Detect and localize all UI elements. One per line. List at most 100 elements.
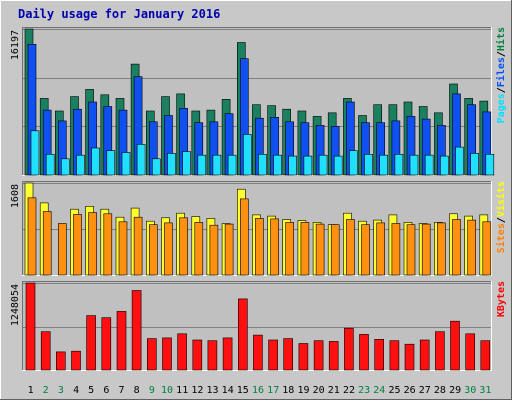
bar-pages-day-10	[167, 153, 176, 176]
bar-kbytes-day-21	[328, 341, 339, 371]
bar-pages-day-24	[379, 154, 389, 176]
x-tick-label: 17	[267, 385, 279, 396]
bar-sites-day-21	[330, 224, 340, 276]
x-tick-label: 22	[343, 385, 355, 396]
x-tick-label: 4	[73, 385, 79, 396]
legend-separator: /	[496, 217, 507, 223]
bar-kbytes-day-29	[450, 320, 460, 371]
legend-entry: Files	[495, 57, 507, 87]
bar-pages-day-29	[455, 146, 464, 176]
bar-pages-day-8	[136, 144, 146, 176]
bar-sites-day-10	[164, 222, 173, 276]
bar-kbytes-day-9	[147, 338, 157, 371]
bar-pages-day-17	[273, 154, 282, 176]
bar-sites-day-16	[255, 218, 264, 276]
legend: Pages/Files/Hits	[495, 27, 507, 123]
bar-kbytes-day-18	[283, 338, 294, 371]
bar-pages-day-26	[409, 154, 419, 176]
bar-kbytes-day-30	[465, 333, 476, 371]
x-tick-label: 1	[28, 385, 34, 396]
x-tick-label: 18	[282, 385, 294, 396]
bar-pages-day-25	[394, 154, 404, 176]
bar-kbytes-day-20	[313, 340, 324, 371]
bar-pages-day-27	[424, 154, 434, 176]
bar-kbytes-day-2	[40, 331, 51, 371]
bar-pages-day-22	[349, 150, 358, 176]
bar-sites-day-18	[285, 222, 295, 276]
bar-kbytes-day-6	[101, 317, 112, 371]
x-tick-label: 8	[134, 385, 140, 396]
bar-kbytes-day-11	[177, 333, 187, 371]
y-max-label: 1248054	[10, 284, 21, 326]
bar-pages-day-4	[76, 154, 85, 176]
bar-sites-day-7	[118, 221, 128, 276]
bar-sites-day-12	[194, 222, 204, 276]
x-tick-label: 20	[313, 385, 325, 396]
bar-pages-day-14	[227, 154, 237, 176]
legend-entry: KBytes	[496, 281, 507, 317]
bar-sites-day-28	[437, 222, 446, 276]
bar-pages-day-18	[288, 155, 298, 176]
bar-pages-day-9	[152, 158, 161, 176]
bar-pages-day-6	[106, 150, 116, 176]
bar-sites-day-31	[482, 221, 492, 276]
bar-pages-day-19	[303, 155, 313, 176]
x-tick-label: 10	[161, 385, 173, 396]
legend-entry: Pages	[496, 93, 507, 123]
x-tick-label: 31	[479, 385, 491, 396]
y-max-label: 1608	[10, 184, 21, 208]
bar-kbytes-day-7	[116, 311, 127, 371]
bar-sites-day-29	[452, 219, 461, 276]
bar-pages-day-2	[45, 154, 55, 176]
y-max-label: 16197	[10, 30, 21, 60]
legend-separator: /	[496, 87, 507, 93]
bar-kbytes-day-12	[192, 339, 203, 371]
bar-sites-day-26	[406, 224, 416, 276]
bar-pages-day-13	[212, 154, 222, 176]
bar-sites-day-27	[421, 223, 431, 276]
x-tick-label: 9	[149, 385, 155, 396]
x-tick-label: 25	[388, 385, 400, 396]
bar-kbytes-day-13	[207, 340, 218, 371]
chart-title: Daily usage for January 2016	[18, 7, 220, 21]
bar-sites-day-23	[361, 224, 370, 276]
bar-sites-day-9	[149, 224, 158, 276]
bar-sites-day-24	[376, 222, 386, 276]
bar-pages-day-23	[364, 154, 373, 176]
bar-sites-day-6	[103, 213, 113, 276]
bar-pages-day-20	[318, 154, 328, 176]
chart-panels: 16197Pages/Files/Hits1608Sites/Visits124…	[10, 27, 507, 371]
bar-kbytes-day-4	[71, 350, 81, 371]
x-tick-label: 7	[118, 385, 124, 396]
bar-kbytes-day-22	[344, 327, 354, 371]
bar-kbytes-day-31	[480, 340, 491, 371]
bar-pages-day-3	[60, 158, 70, 176]
bar-pages-day-11	[182, 151, 191, 176]
legend-entry: Hits	[495, 27, 507, 51]
x-tick-label: 3	[58, 385, 64, 396]
bar-kbytes-day-28	[435, 331, 445, 371]
x-tick-label: 13	[206, 385, 218, 396]
bar-kbytes-day-14	[222, 337, 233, 371]
legend-separator: /	[496, 51, 507, 57]
x-tick-label: 28	[434, 385, 446, 396]
bar-sites-day-4	[73, 214, 82, 276]
bar-kbytes-day-1	[25, 282, 36, 371]
bar-sites-day-19	[300, 222, 310, 276]
bar-kbytes-day-25	[389, 340, 400, 371]
bar-sites-day-3	[57, 223, 67, 276]
bar-sites-day-22	[346, 219, 355, 276]
x-tick-label: 23	[358, 385, 370, 396]
x-axis-labels: 1 2 3 4 5 6 7 8 9 10 11 12 13 14 15 16 17 18 19 20 21 22 23 24 2…	[28, 385, 492, 396]
bar-sites-day-2	[42, 211, 52, 276]
bar-sites-day-5	[88, 212, 97, 276]
bar-sites-day-8	[133, 216, 143, 276]
x-tick-label: 26	[404, 385, 416, 396]
bar-sites-day-30	[467, 219, 477, 276]
bar-sites-day-15	[240, 198, 249, 276]
x-tick-label: 30	[464, 385, 476, 396]
legend: Sites/Visits	[495, 181, 507, 253]
